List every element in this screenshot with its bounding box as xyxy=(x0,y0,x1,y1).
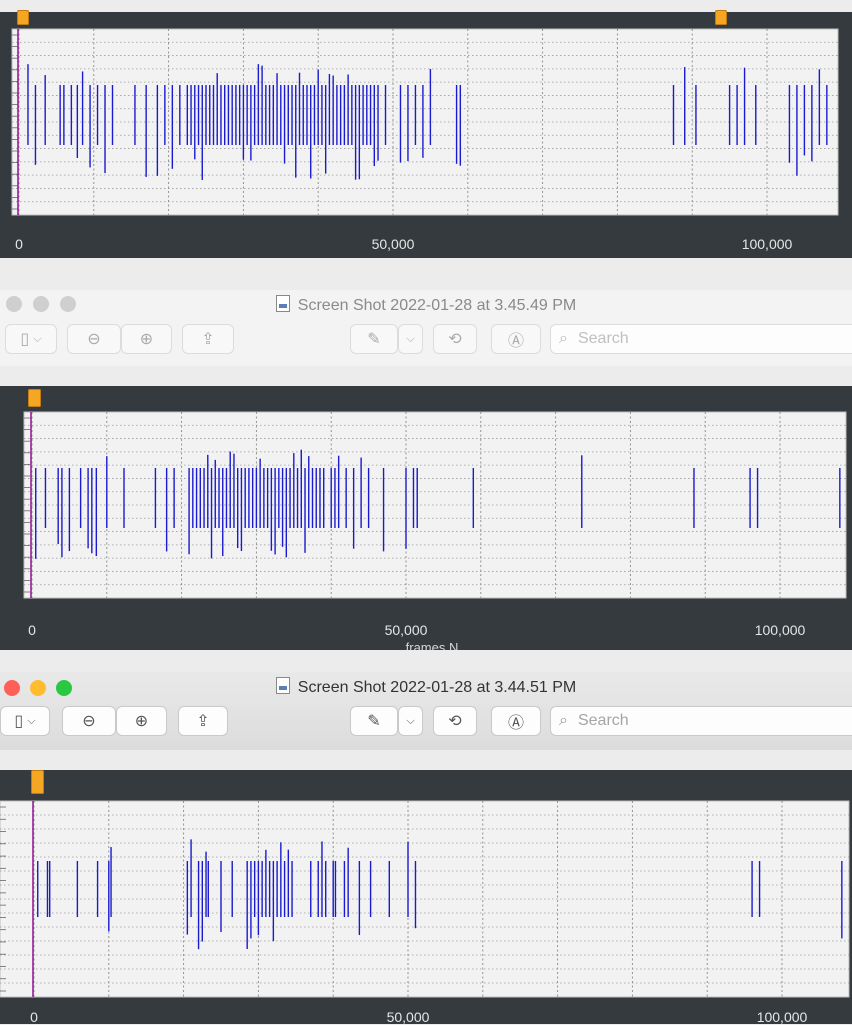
markup-pen-button[interactable]: ✎ xyxy=(350,324,398,354)
spike-plot-3-svg xyxy=(0,800,850,998)
zoom-in-icon: ⊕ xyxy=(134,713,149,730)
sidebar-icon: ▯ xyxy=(14,713,24,730)
share-icon: ⇪ xyxy=(201,331,215,348)
sidebar-button[interactable]: ▯ ⌵ xyxy=(5,324,57,354)
window2-toolbar-gap xyxy=(0,366,852,388)
window-title: Screen Shot 2022-01-28 at 3.45.49 PM xyxy=(0,292,852,320)
spike-series xyxy=(37,839,843,950)
share-button[interactable]: ⇪ xyxy=(178,706,228,736)
sidebar-icon: ▯ xyxy=(20,331,30,348)
close-button[interactable] xyxy=(6,296,22,312)
spike-plot-2-svg xyxy=(23,411,847,599)
zoom-button[interactable] xyxy=(60,296,76,312)
x-tick-label: 0 xyxy=(30,1009,38,1025)
rotate-icon: ⟲ xyxy=(448,713,462,730)
range-start-handle[interactable] xyxy=(31,770,44,794)
document-icon xyxy=(275,295,290,312)
markup-toolbar-button[interactable]: Ⓐ xyxy=(491,324,541,354)
window2-titlebar: Screen Shot 2022-01-28 at 3.45.49 PM ▯ ⌵ … xyxy=(0,290,852,381)
chevron-down-icon: ⌵ xyxy=(27,714,36,727)
x-tick-label: 100,000 xyxy=(756,1009,808,1025)
x-tick-label: 50,000 xyxy=(386,1009,430,1025)
rotate-button[interactable]: ⟲ xyxy=(433,324,477,354)
window3-toolbar-gap xyxy=(0,750,852,770)
pen-options-button[interactable]: ⌵ xyxy=(398,706,423,736)
zoom-in-icon: ⊕ xyxy=(139,331,154,348)
search-input[interactable] xyxy=(575,711,780,731)
zoom-button[interactable] xyxy=(56,680,72,696)
spike-plot-1 xyxy=(10,27,840,217)
spike-plot-3 xyxy=(0,799,852,999)
pen-icon: ✎ xyxy=(367,713,381,730)
search-icon: ⌕ xyxy=(559,712,568,729)
rotate-button[interactable]: ⟲ xyxy=(433,706,477,736)
share-button[interactable]: ⇪ xyxy=(182,324,234,354)
range-start-handle[interactable] xyxy=(17,10,29,25)
pen-icon: ✎ xyxy=(367,331,381,348)
markup-toolbar-button[interactable]: Ⓐ xyxy=(491,706,541,736)
chevron-down-icon: ⌵ xyxy=(406,332,415,345)
spike-plot-1-svg xyxy=(11,28,839,216)
spike-plot-2 xyxy=(22,410,848,600)
close-button[interactable] xyxy=(4,680,20,696)
x-tick-label: 0 xyxy=(15,236,23,252)
x-tick-label: 0 xyxy=(28,622,36,638)
zoom-out-button[interactable]: ⊖ xyxy=(67,324,121,354)
document-icon xyxy=(275,677,290,694)
spike-series xyxy=(35,449,841,559)
zoom-in-button[interactable]: ⊕ xyxy=(116,706,167,736)
window-title: Screen Shot 2022-01-28 at 3.44.51 PM xyxy=(0,674,852,702)
window-gap xyxy=(0,650,852,672)
x-tick-label: 50,000 xyxy=(384,622,428,638)
x-tick-label: 50,000 xyxy=(371,236,415,252)
x-tick-label: 100,000 xyxy=(741,236,793,252)
window1-top-strip xyxy=(0,0,852,14)
markup-icon: Ⓐ xyxy=(507,715,524,732)
plot-frame xyxy=(23,411,847,599)
search-input[interactable] xyxy=(575,329,780,349)
minimize-button[interactable] xyxy=(30,680,46,696)
plot-frame xyxy=(11,28,839,216)
window3-titlebar: Screen Shot 2022-01-28 at 3.44.51 PM ▯ ⌵ … xyxy=(0,672,852,751)
zoom-out-button[interactable]: ⊖ xyxy=(62,706,116,736)
markup-pen-button[interactable]: ✎ xyxy=(350,706,398,736)
plot-frame xyxy=(0,800,850,998)
markup-icon: Ⓐ xyxy=(507,333,524,350)
rotate-icon: ⟲ xyxy=(448,331,462,348)
x-tick-label: 100,000 xyxy=(754,622,806,638)
spike-series xyxy=(27,64,828,180)
search-field[interactable]: ⌕ xyxy=(550,706,852,736)
zoom-out-icon: ⊖ xyxy=(87,331,101,348)
chevron-down-icon: ⌵ xyxy=(33,332,42,345)
zoom-out-icon: ⊖ xyxy=(82,713,96,730)
share-icon: ⇪ xyxy=(196,713,210,730)
range-start-handle[interactable] xyxy=(28,389,41,407)
search-icon: ⌕ xyxy=(559,330,568,347)
range-end-handle[interactable] xyxy=(715,10,727,25)
search-field[interactable]: ⌕ xyxy=(550,324,852,354)
sidebar-button[interactable]: ▯ ⌵ xyxy=(0,706,50,736)
pen-options-button[interactable]: ⌵ xyxy=(398,324,423,354)
chevron-down-icon: ⌵ xyxy=(406,714,415,727)
window1-bottom-strip xyxy=(0,258,852,290)
minimize-button[interactable] xyxy=(33,296,49,312)
zoom-in-button[interactable]: ⊕ xyxy=(121,324,172,354)
